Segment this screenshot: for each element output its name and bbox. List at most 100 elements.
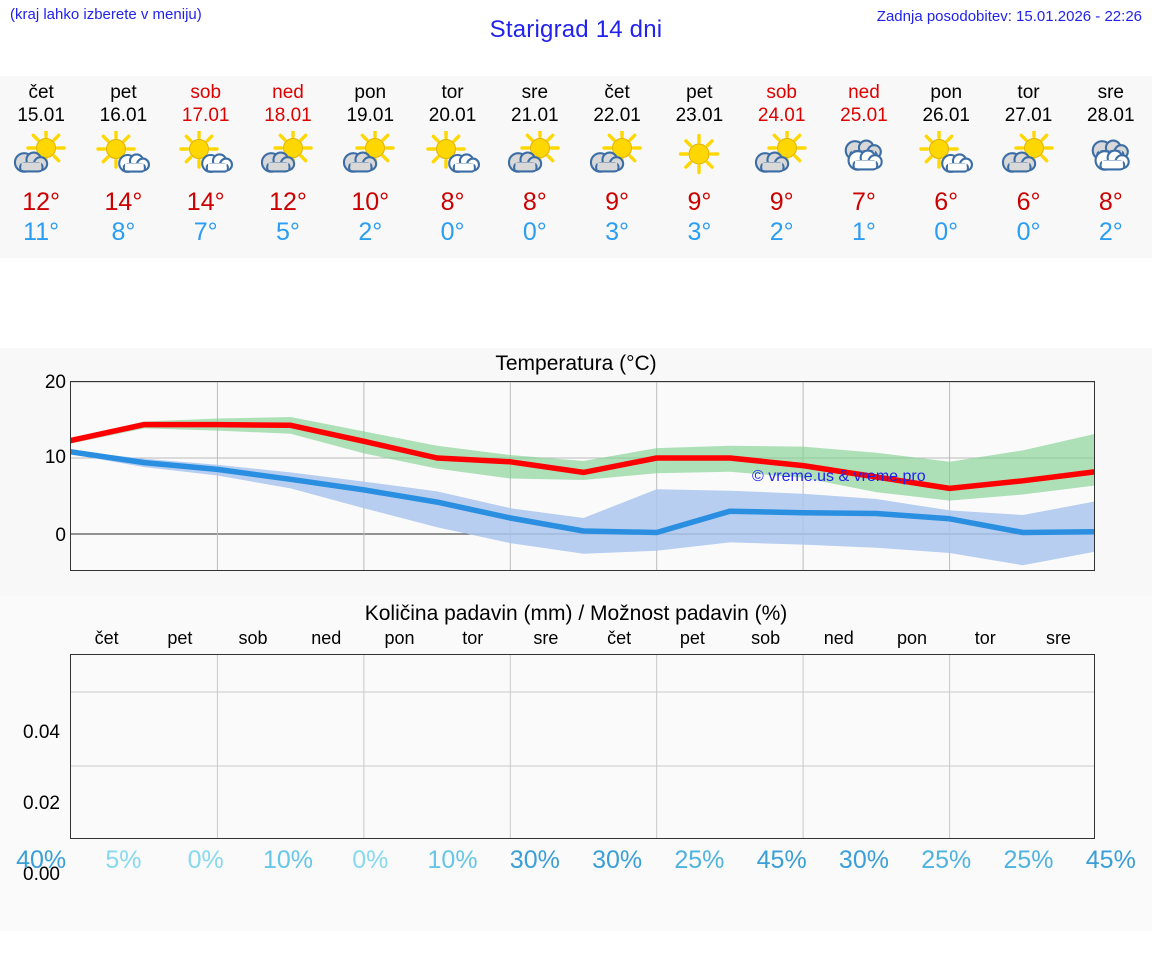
day-date: 28.01 [1087, 105, 1135, 126]
precipitation-probability-row: 40% 5% 0% 10% 0% 10% 30% 30% 25% 45% 30% 25% 25% 45% [0, 846, 1152, 875]
day-column[interactable]: tor 20.01 8° 0° [411, 76, 493, 258]
precipitation-probability: 40% [16, 846, 67, 874]
day-name: tor [441, 82, 464, 103]
precipitation-probability: 30% [509, 846, 560, 874]
day-date: 18.01 [264, 105, 312, 126]
day-date: 22.01 [593, 105, 641, 126]
temperature-plot-area [70, 381, 1095, 571]
temp-ytick-0: 0 [55, 525, 66, 546]
precipitation-day-labels: čet pet sob ned pon tor sre čet pet sob ned pon tor s… [70, 628, 1095, 649]
day-temp-min: 2° [358, 218, 383, 246]
sun-behind-cloud-icon [257, 131, 319, 177]
day-temp-max: 6° [934, 188, 959, 216]
precipitation-day-label: sob [751, 628, 781, 648]
last-updated-text: Zadnja posodobitev: 15.01.2026 - 22:26 [876, 8, 1142, 25]
day-column[interactable]: čet 22.01 9° 3° [576, 76, 658, 258]
temp-ytick-20: 20 [44, 372, 66, 393]
day-date: 19.01 [346, 105, 395, 126]
day-date: 15.01 [17, 105, 65, 126]
copyright-text: © vreme.us & vreme.pro [752, 468, 926, 485]
day-temp-min: 11° [23, 218, 60, 246]
day-date: 23.01 [675, 105, 724, 126]
panel-spacer [0, 258, 1152, 348]
precipitation-day-label: čet [607, 628, 632, 648]
day-name: ned [848, 82, 880, 103]
day-name: ned [272, 82, 304, 103]
day-temp-max: 14° [186, 188, 225, 216]
day-name: čet [28, 82, 54, 103]
day-temp-min: 0° [1016, 218, 1041, 246]
day-temp-min: 2° [769, 218, 794, 246]
precipitation-day-label: sre [533, 628, 559, 648]
day-name: pon [354, 82, 387, 103]
day-temp-min: 0° [934, 218, 959, 246]
day-temp-max: 9° [605, 188, 630, 216]
day-column[interactable]: pet 23.01 9° 3° [658, 76, 740, 258]
day-column[interactable]: ned 25.01 7° 1° [823, 76, 905, 258]
header-bar: (kraj lahko izberete v meniju) Starigrad… [0, 0, 1152, 76]
day-column[interactable]: ned 18.01 12° 5° [247, 76, 329, 258]
day-column[interactable]: pon 19.01 10° 2° [329, 76, 411, 258]
day-column[interactable]: sob 24.01 9° 2° [741, 76, 823, 258]
day-temp-max: 9° [769, 188, 794, 216]
sun-behind-cloud-icon [586, 131, 648, 177]
precipitation-plot-svg [71, 655, 1094, 838]
day-column[interactable]: sre 28.01 8° 2° [1070, 76, 1152, 258]
precipitation-chart-panel: Količina padavin (mm) / Možnost padavin … [0, 596, 1152, 931]
day-column[interactable]: sre 21.01 8° 0° [494, 76, 576, 258]
precipitation-probability: 0% [187, 846, 224, 874]
day-name: pet [686, 82, 713, 103]
sun-small-cloud-icon [175, 131, 237, 177]
precipitation-probability: 30% [838, 846, 889, 874]
day-column[interactable]: čet 15.01 12° 11° [0, 76, 82, 258]
day-temp-max: 12° [269, 188, 307, 216]
day-name: sre [1097, 82, 1124, 103]
temperature-chart-title: Temperatura (°C) [495, 352, 657, 375]
day-temp-min: 0° [522, 218, 547, 246]
precipitation-probability: 30% [592, 846, 643, 874]
day-date: 17.01 [181, 105, 230, 126]
precipitation-day-label: ned [823, 628, 854, 648]
day-column[interactable]: pon 26.01 6° 0° [905, 76, 987, 258]
day-column[interactable]: sob 17.01 14° 7° [165, 76, 247, 258]
cloudy-icon [833, 131, 895, 177]
day-temp-min: 8° [111, 218, 136, 246]
sun-small-cloud-icon [422, 131, 484, 177]
day-date: 20.01 [428, 105, 477, 126]
precipitation-probability: 5% [105, 846, 142, 874]
precipitation-probability: 45% [756, 846, 807, 874]
day-temp-min: 3° [687, 218, 712, 246]
precipitation-day-label: čet [94, 628, 119, 648]
day-temp-max: 12° [22, 188, 61, 216]
day-temp-max: 7° [852, 188, 876, 216]
day-temp-min: 7° [193, 218, 218, 246]
day-date: 27.01 [1004, 105, 1053, 126]
daily-forecast-strip: čet 15.01 12° 11° pet 16.01 14° 8° sob 17.01 14° 7°… [0, 76, 1152, 258]
day-name: sob [190, 82, 222, 103]
day-temp-max: 6° [1016, 188, 1041, 216]
day-temp-min: 2° [1098, 218, 1123, 246]
day-temp-max: 10° [351, 188, 390, 216]
prec-ytick-004: 0.04 [23, 722, 60, 743]
sun-icon [668, 131, 730, 177]
temperature-chart-panel: Temperatura (°C) 20 10 0 [0, 348, 1152, 596]
menu-hint-text: (kraj lahko izberete v meniju) [10, 6, 202, 23]
day-temp-max: 8° [440, 188, 465, 216]
day-temp-max: 14° [104, 188, 143, 216]
sun-small-cloud-icon [92, 131, 154, 177]
sun-behind-cloud-icon [751, 131, 813, 177]
day-name: sob [766, 82, 797, 103]
precipitation-probability: 10% [262, 846, 313, 874]
cloudy-icon [1080, 131, 1142, 177]
precipitation-probability: 25% [674, 846, 725, 874]
day-date: 24.01 [757, 105, 806, 126]
day-column[interactable]: pet 16.01 14° 8° [82, 76, 164, 258]
day-column[interactable]: tor 27.01 6° 0° [987, 76, 1069, 258]
day-name: pon [930, 82, 963, 103]
precipitation-day-label: sob [238, 628, 268, 648]
day-name: sre [521, 82, 549, 103]
temperature-plot-svg [71, 382, 1094, 570]
day-temp-max: 8° [1098, 188, 1123, 216]
precipitation-chart-title: Količina padavin (mm) / Možnost padavin … [364, 602, 788, 625]
